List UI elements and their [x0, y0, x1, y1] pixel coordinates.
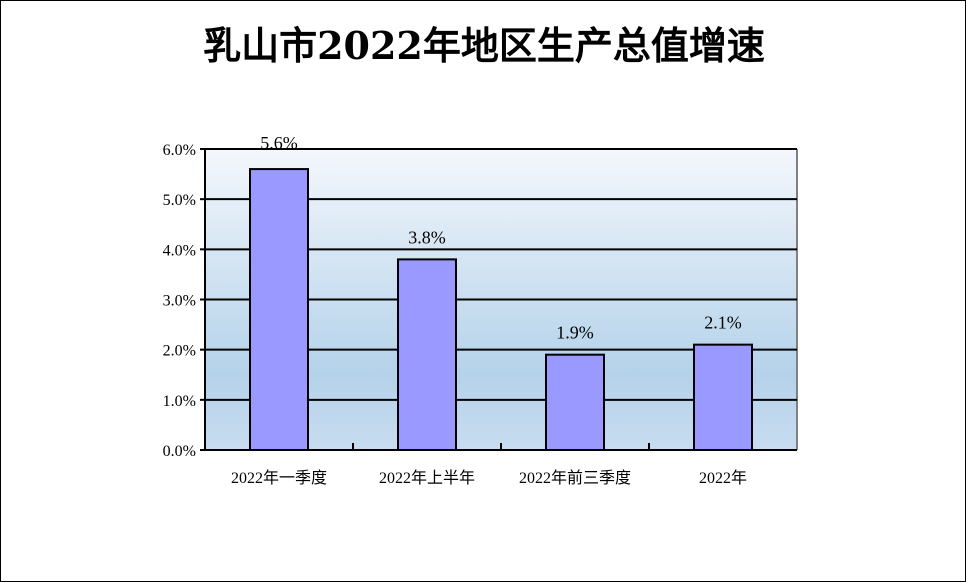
y-tick-label: 4.0% — [163, 242, 196, 259]
x-tick-label: 2022年 — [699, 469, 747, 487]
bar — [397, 258, 457, 451]
y-tick-label: 2.0% — [163, 343, 196, 360]
y-tick-label: 1.0% — [163, 393, 196, 410]
y-tick-label: 0.0% — [163, 443, 196, 460]
data-label: 5.6% — [260, 133, 298, 153]
bar — [249, 168, 309, 451]
y-tick-label: 5.0% — [163, 192, 196, 209]
bar — [693, 343, 753, 451]
x-tick-label: 2022年前三季度 — [519, 469, 631, 487]
x-tick-label: 2022年一季度 — [231, 469, 327, 487]
y-tick-label: 3.0% — [163, 293, 196, 310]
data-label: 3.8% — [408, 227, 446, 247]
chart-title: 乳山市2022年地区生产总值增速 — [203, 23, 765, 68]
y-tick-label: 6.0% — [163, 142, 196, 159]
data-label: 2.1% — [704, 313, 742, 333]
data-label: 1.9% — [556, 323, 594, 343]
x-tick-label: 2022年上半年 — [379, 469, 475, 487]
bar — [545, 353, 605, 451]
